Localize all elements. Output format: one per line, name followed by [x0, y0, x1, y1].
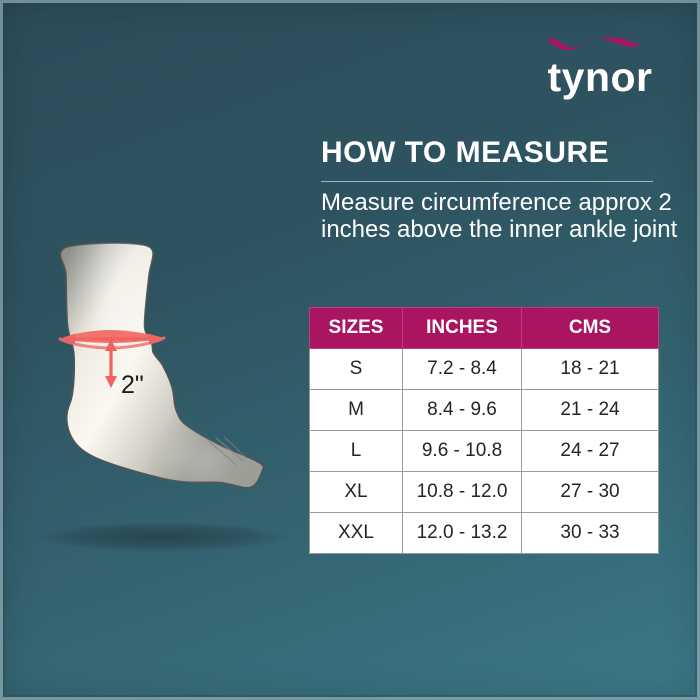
svg-text:2": 2"	[121, 371, 144, 399]
